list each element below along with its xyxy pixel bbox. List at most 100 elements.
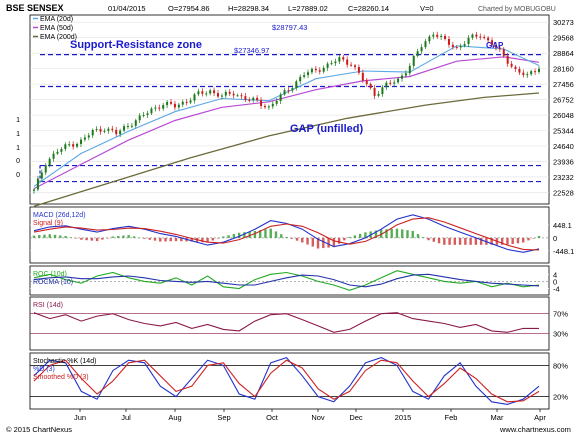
- header-open: O=27954.86: [168, 4, 210, 13]
- candle-body: [44, 165, 47, 173]
- price-legend-label: EMA (20d): [40, 16, 73, 23]
- left-tick-label: 0: [16, 172, 20, 179]
- candle-body: [283, 90, 286, 95]
- candle-body: [64, 144, 67, 149]
- left-tick-label: 1: [16, 117, 20, 124]
- x-axis-label: Aug: [168, 413, 181, 422]
- macd-histogram-bar: [385, 229, 388, 238]
- candle-body: [498, 47, 501, 50]
- macd-histogram-bar: [306, 237, 309, 245]
- stoch-panel-legend-label: Smoothed %D (3): [33, 374, 89, 381]
- macd-histogram-bar: [43, 234, 46, 238]
- candle-body: [173, 103, 176, 108]
- roc-panel-tick-label: 4: [553, 270, 557, 279]
- candle-body: [213, 90, 216, 94]
- price-grid: [30, 21, 549, 193]
- price-series: [33, 31, 540, 207]
- x-axis-labels: Jun Jul Aug Sep Oct Nov Dec 2015 Feb Mar Apr: [74, 409, 546, 422]
- macd-histogram-bar: [427, 237, 430, 241]
- footer-url: www.chartnexus.com: [499, 425, 571, 434]
- candle-body: [408, 65, 411, 74]
- macd-histogram-bar: [458, 237, 462, 245]
- candle-body: [357, 67, 360, 73]
- macd-histogram-bar: [106, 237, 109, 239]
- candle-body: [256, 97, 259, 101]
- header-symbol: BSE SENSEX: [6, 3, 64, 13]
- macd-histogram-bar: [264, 229, 267, 238]
- macd-histogram-bar: [222, 236, 225, 238]
- price-tick-label: 22528: [553, 188, 574, 197]
- stoch-panel-series-line: [33, 359, 540, 403]
- macd-histogram-bar: [153, 237, 157, 241]
- price-panel-frame: [29, 14, 550, 205]
- macd-histogram-bar: [311, 237, 315, 247]
- candle-body: [52, 153, 55, 159]
- candle-body: [119, 130, 122, 135]
- roc-panel: 40-4 ROC (10d)ROCMA (10): [30, 270, 560, 294]
- candle-body: [354, 65, 357, 68]
- macd-panel-series-line: [33, 217, 540, 251]
- candle-body: [369, 84, 372, 88]
- candle-body: [502, 49, 505, 56]
- candle-body: [87, 135, 90, 138]
- candle-body: [436, 34, 439, 37]
- x-axis-label: Feb: [445, 413, 458, 422]
- candle-body: [475, 34, 478, 37]
- x-axis-label: Jun: [74, 413, 86, 422]
- macd-histogram-bar: [348, 236, 351, 238]
- macd-histogram-bar: [258, 230, 262, 238]
- macd-histogram-bar: [358, 233, 362, 238]
- macd-histogram-bar: [395, 228, 399, 238]
- macd-histogram-bar: [479, 237, 483, 245]
- candle-body: [36, 178, 39, 190]
- candle-body: [487, 37, 490, 41]
- price-tick-label: 23232: [553, 173, 574, 182]
- candle-body: [412, 55, 415, 66]
- candle-body: [365, 80, 368, 85]
- candle-body: [220, 95, 223, 97]
- stoch-panel-legend-label: Stochastic %K (14d): [33, 358, 96, 365]
- macd-histogram-bar: [90, 237, 94, 241]
- x-axis-label: Jul: [121, 413, 131, 422]
- macd-histogram-bar: [80, 237, 83, 240]
- candle-body: [530, 71, 533, 75]
- stoch-panel-tick-label: 80%: [553, 361, 568, 370]
- candle-body: [224, 91, 227, 96]
- left-tick-label: 0: [16, 158, 20, 165]
- roc-panel-frame: [29, 265, 550, 296]
- left-tick-label: 1: [16, 131, 20, 138]
- candle-body: [416, 51, 419, 56]
- macd-histogram-bar: [332, 237, 336, 248]
- candle-body: [479, 36, 482, 38]
- candle-body: [138, 115, 141, 121]
- candle-body: [33, 189, 35, 191]
- candle-body: [522, 72, 525, 76]
- candle-body: [162, 105, 165, 109]
- macd-histogram-bar: [169, 237, 172, 242]
- candle-body: [271, 103, 274, 107]
- macd-histogram-bar: [159, 237, 162, 242]
- macd-histogram-bar: [201, 237, 204, 243]
- roc-panel-series-line: [33, 270, 540, 291]
- candle-body: [130, 125, 133, 127]
- candle-body: [334, 61, 337, 64]
- candle-body: [185, 101, 188, 103]
- x-axis-label: Sep: [217, 413, 230, 422]
- macd-histogram-bar: [32, 235, 36, 238]
- header-volume: V=0: [420, 4, 434, 13]
- macd-histogram-bar: [353, 235, 357, 238]
- rsi-panel-tick-label: 70%: [553, 310, 568, 319]
- candle-body: [216, 93, 219, 97]
- price-tick-label: 26752: [553, 96, 574, 105]
- candle-body: [310, 68, 313, 73]
- candle-body: [95, 128, 98, 130]
- roc-panel-legend-label: ROC (10d): [33, 271, 67, 278]
- macd-histogram-bar: [522, 237, 525, 243]
- level-low-label: $27346.97: [234, 46, 269, 55]
- candle-body: [494, 45, 497, 48]
- macd-histogram-bar: [285, 236, 288, 238]
- macd-histogram-bar: [211, 237, 215, 241]
- footer-copyright: © 2015 ChartNexus: [6, 425, 72, 434]
- left-tick-label: 1: [16, 145, 20, 152]
- macd-histogram-bar: [190, 237, 194, 242]
